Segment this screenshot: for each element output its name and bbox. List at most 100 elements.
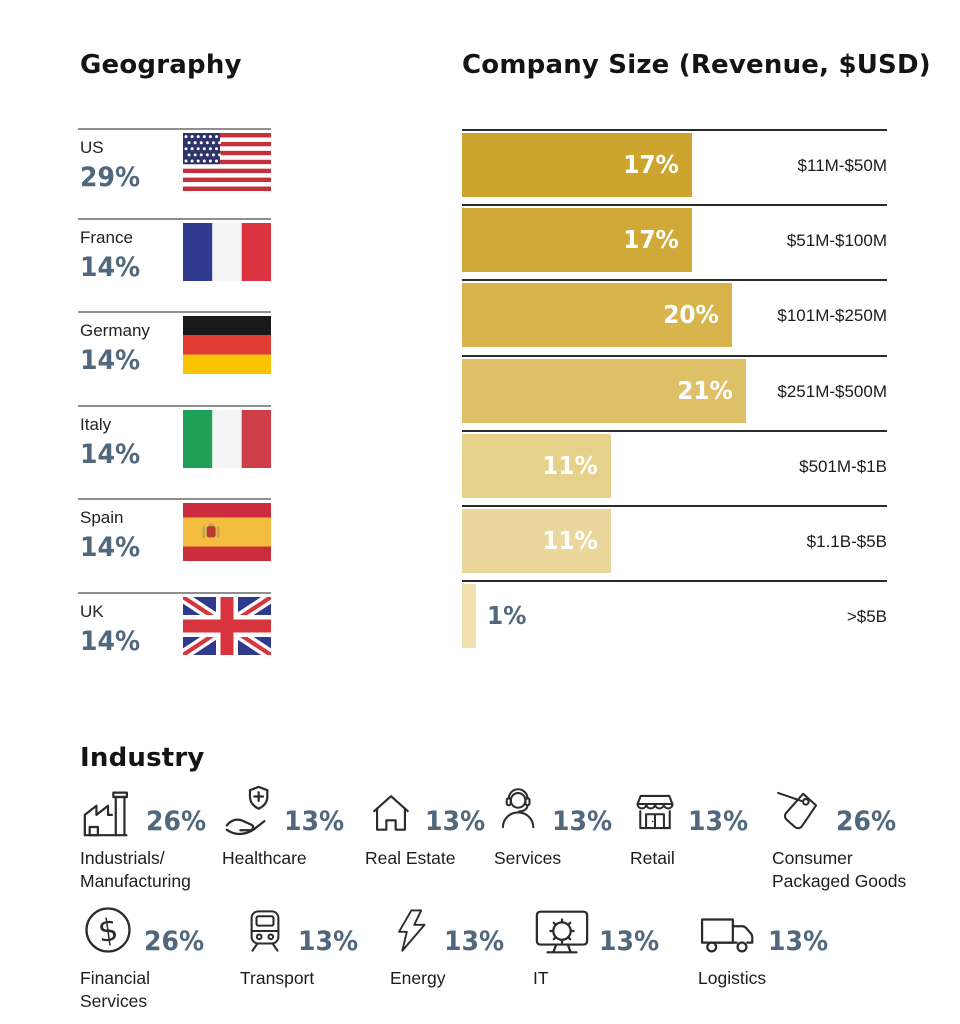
geo-row: Spain 14% <box>78 498 271 563</box>
industry-item: 26% Consumer Packaged Goods <box>772 782 906 893</box>
geo-row: Italy 14% <box>78 405 271 470</box>
industry-item: 13% Energy <box>390 902 509 990</box>
house-icon <box>365 786 417 838</box>
company-size-row: 11% $501M-$1B <box>462 430 887 502</box>
price-tag-icon <box>772 788 828 838</box>
industry-label: Real Estate <box>365 847 490 870</box>
geo-row: Germany 14% <box>78 311 271 376</box>
bar-percent-label: 17% <box>623 150 679 179</box>
industry-percent: 13% <box>688 806 749 837</box>
headset-person-icon <box>494 786 544 838</box>
industry-percent: 26% <box>146 806 207 837</box>
industry-item-top: 26% <box>772 782 906 838</box>
geo-row: UK 14% <box>78 592 271 657</box>
italy-flag <box>183 410 271 468</box>
industry-label-line: Services <box>80 991 148 1012</box>
industry-percent: 13% <box>444 926 505 957</box>
country-label: Germany <box>80 321 150 340</box>
us-flag <box>183 133 271 191</box>
geo-row: France 14% <box>78 218 271 283</box>
bar-percent-label: 11% <box>542 526 598 555</box>
revenue-range-label: $1.1B-$5B <box>806 532 887 551</box>
industry-item: 13% Logistics <box>698 902 833 990</box>
country-percent: 14% <box>80 626 141 657</box>
industry-item-top: 13% <box>390 902 509 958</box>
industry-item-top: 13% <box>698 902 833 958</box>
geo-row: US 29% <box>78 128 271 193</box>
revenue-range-label: $11M-$50M <box>797 156 887 175</box>
revenue-range-label: $51M-$100M <box>786 231 887 250</box>
industry-label: Retail <box>630 847 753 870</box>
revenue-bar: 20% <box>462 283 732 347</box>
industry-percent: 26% <box>836 806 897 837</box>
company-size-row: 1% >$5B <box>462 580 887 652</box>
industry-percent: 13% <box>552 806 613 837</box>
country-percent: 14% <box>80 439 141 470</box>
industry-item: $26% Financial Services <box>80 902 209 1013</box>
revenue-range-label: >$5B <box>846 607 887 626</box>
country-label: Spain <box>80 508 124 527</box>
bar-percent-label: 17% <box>623 225 679 254</box>
industry-label-line: Financial <box>80 968 151 988</box>
industry-percent: 13% <box>284 806 345 837</box>
svg-text:$: $ <box>96 912 121 950</box>
industry-label-line: Transport <box>240 968 315 988</box>
industry-label-line: Retail <box>630 848 675 868</box>
country-percent: 14% <box>80 532 141 563</box>
country-percent: 14% <box>80 252 141 283</box>
industry-item: 13% IT <box>533 902 664 990</box>
country-label: Italy <box>80 415 112 434</box>
industry-label-line: Real Estate <box>365 848 456 868</box>
industry-label-line: IT <box>533 968 549 988</box>
industry-percent: 13% <box>599 926 660 957</box>
country-label: France <box>80 228 133 247</box>
bar-percent-label: 11% <box>542 451 598 480</box>
industry-label-line: Healthcare <box>222 848 307 868</box>
country-percent: 29% <box>80 162 141 193</box>
industry-label: Logistics <box>698 967 833 990</box>
country-label: US <box>80 138 104 157</box>
industry-percent: 13% <box>768 926 829 957</box>
industry-item-top: 13% <box>222 782 349 838</box>
truck-icon <box>698 908 760 958</box>
lightning-icon <box>390 904 436 958</box>
industry-item-top: 13% <box>365 782 490 838</box>
revenue-bar <box>462 584 476 648</box>
industry-label: Healthcare <box>222 847 349 870</box>
healthcare-icon <box>222 784 276 838</box>
industry-label: Energy <box>390 967 509 990</box>
company-size-row: 21% $251M-$500M <box>462 355 887 427</box>
revenue-bar: 17% <box>462 208 692 272</box>
revenue-bar: 11% <box>462 509 611 573</box>
industry-label-line: Energy <box>390 968 446 988</box>
dollar-circle-icon: $ <box>80 902 136 958</box>
industry-item: 13% Retail <box>630 782 753 870</box>
monitor-gear-icon <box>533 906 591 958</box>
revenue-range-label: $251M-$500M <box>777 382 887 401</box>
industry-item-top: 13% <box>533 902 664 958</box>
industry-item-top: $26% <box>80 902 209 958</box>
industry-item-top: 13% <box>240 902 363 958</box>
revenue-bar: 17% <box>462 133 692 197</box>
industry-label: Industrials/Manufacturing <box>80 847 211 893</box>
industry-item-top: 13% <box>630 782 753 838</box>
industry-label-line: Industrials/ <box>80 848 165 868</box>
industry-label-line: Packaged Goods <box>772 871 907 892</box>
train-icon <box>240 904 290 958</box>
industry-label-line: Services <box>494 848 562 868</box>
industry-item-top: 13% <box>494 782 617 838</box>
revenue-range-label: $501M-$1B <box>799 457 887 476</box>
industry-label-line: Consumer <box>772 848 853 868</box>
bar-percent-label: 20% <box>663 300 719 329</box>
revenue-bar: 21% <box>462 359 746 423</box>
industry-label: Services <box>494 847 617 870</box>
industry-label: Financial Services <box>80 967 209 1013</box>
spain-flag <box>183 503 271 561</box>
industry-title: Industry <box>80 743 205 773</box>
industry-label: IT <box>533 967 664 990</box>
company-size-row: 17% $51M-$100M <box>462 204 887 276</box>
france-flag <box>183 223 271 281</box>
industry-label: Transport <box>240 967 363 990</box>
industry-label: Consumer Packaged Goods <box>772 847 906 893</box>
